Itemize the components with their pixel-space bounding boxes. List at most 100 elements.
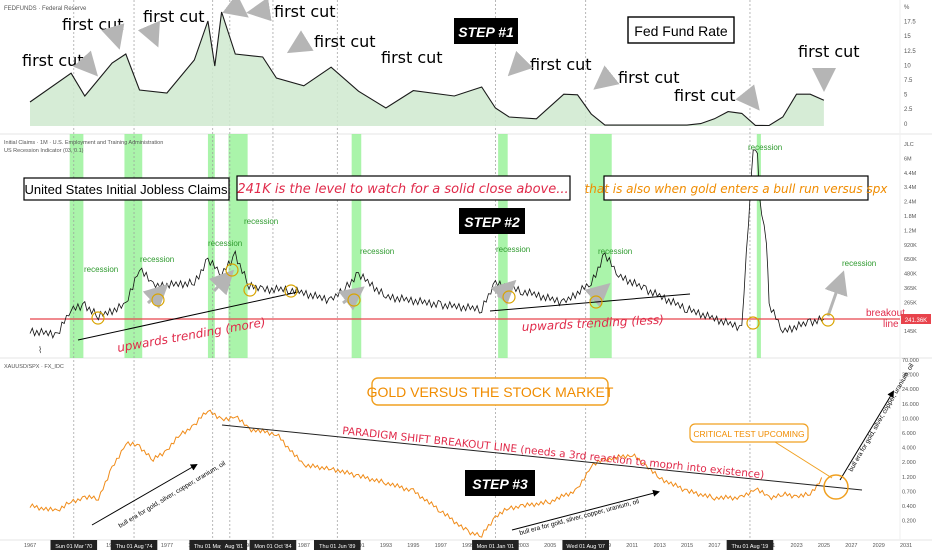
- recession-indicator-label: US Recession Indicator (03, 0.1): [4, 148, 84, 154]
- claims-y-ticks: JLC 6M 4.4M 3.4M 2.4M 1.8M 1.2M 920K 650K 480K 365…: [904, 142, 917, 335]
- claims-y-tick: 1.8M: [904, 214, 917, 220]
- gold-y-ticks: 70.000 38.000 24.000 16.000 10.000 6.000 4.000…: [902, 358, 919, 525]
- claims-y-tick: JLC: [904, 142, 914, 148]
- step1-label: STEP #1: [458, 24, 514, 40]
- gold-y-tick: 10.000: [902, 416, 919, 422]
- recession-arrow: [584, 283, 611, 308]
- gold-title-box: [371, 377, 609, 406]
- first-cut-label: first cut: [274, 2, 336, 21]
- x-axis-year: 1987: [298, 543, 310, 549]
- fed-title: Fed Fund Rate: [634, 23, 728, 39]
- x-axis-year: 2003: [517, 543, 529, 549]
- recession-arrow: [490, 279, 517, 306]
- x-axis-year: 2005: [544, 543, 556, 549]
- claims-title-box: [23, 177, 230, 201]
- highlight-circle: [225, 263, 239, 277]
- cut-date-text: Thu 01 May '80: [194, 544, 232, 550]
- x-axis-year: 1983: [243, 543, 255, 549]
- recession-label: recession: [208, 239, 242, 248]
- first-cut-label: first cut: [143, 7, 205, 26]
- trend-more-line: [77, 291, 299, 341]
- highlight-circle: [243, 283, 257, 297]
- first-cut-label: first cut: [381, 48, 443, 67]
- recession-arrow: [824, 270, 848, 317]
- first-cut-arrow: [101, 23, 125, 50]
- fed-title-box: [627, 16, 735, 44]
- fed-y-tick: 5: [904, 93, 908, 99]
- first-cut-label: first cut: [798, 42, 860, 61]
- x-axis: 1967197119731975197719791981198319851987…: [24, 540, 912, 550]
- fed-y-tick: 10: [904, 63, 911, 69]
- highlight-circle: [284, 284, 298, 298]
- level-tag: [901, 314, 931, 324]
- claims-y-tick: 145K: [904, 329, 917, 335]
- fed-series-label: FEDFUNDS · Federal Reserve: [4, 6, 87, 12]
- recession-bar: [498, 134, 508, 358]
- highlight-circle: [746, 316, 760, 330]
- critical-pointer: [774, 441, 833, 479]
- bull-era-arrow-1: [91, 464, 198, 526]
- recession-label: recession: [360, 247, 394, 256]
- cut-date-text: Sun 01 Mar '70: [55, 544, 92, 550]
- highlight-circle: [502, 290, 516, 304]
- cut-date-badge: [249, 540, 297, 550]
- first-cut-label: first cut: [674, 86, 736, 105]
- gold-title: GOLD VERSUS THE STOCK MARKET: [367, 384, 614, 400]
- recession-label: recession: [244, 217, 278, 226]
- first-cut-label: first cut: [618, 68, 680, 87]
- gold-series-label: XAUUSD/SPX · FX_IDC: [4, 364, 64, 370]
- gold-line: [29, 409, 823, 538]
- bull-era-text-1: bull era for gold, silver, copper, urani…: [117, 460, 227, 530]
- x-axis-year: 1995: [407, 543, 419, 549]
- first-cut-label: first cut: [22, 51, 84, 70]
- x-axis-year: 2025: [818, 543, 830, 549]
- x-axis-year: 1993: [380, 543, 392, 549]
- fed-y-tick: %: [904, 5, 910, 11]
- claims-y-tick: 265K: [904, 300, 917, 306]
- recession-arrow: [142, 283, 169, 310]
- cut-date-text: Mon 01 Oct '84: [254, 544, 291, 550]
- first-cut-arrow: [137, 20, 160, 48]
- highlight-circles: [91, 263, 835, 330]
- cut-date-badge: [313, 540, 361, 550]
- claims-y-tick: 650K: [904, 257, 917, 263]
- critical-box: [689, 423, 809, 443]
- breakout-label: breakout: [866, 308, 905, 319]
- cut-date-text: Mon 01 Jan '01: [477, 544, 514, 550]
- first-cut-label: first cut: [314, 32, 376, 51]
- claims-y-tick: 3.4M: [904, 185, 917, 191]
- recession-bar: [124, 134, 143, 358]
- cut-date-text: Aug '81: [225, 544, 243, 550]
- cut-date-badge: [472, 540, 519, 550]
- recession-bar: [351, 134, 362, 358]
- recession-labels: recession recession recession recession rece…: [84, 143, 876, 317]
- step3-label: STEP #3: [472, 476, 528, 492]
- highlight-circle: [151, 293, 165, 307]
- first-cut-arrow: [593, 65, 620, 90]
- first-cut-label: first cut: [62, 15, 124, 34]
- first-cut-arrow: [246, 0, 272, 22]
- level-tag-text: 241.36K: [905, 318, 927, 324]
- x-axis-year: 2023: [791, 543, 803, 549]
- cut-date-badge: [726, 540, 774, 550]
- recession-label: recession: [496, 245, 530, 254]
- gold-y-tick: 0.200: [902, 519, 916, 525]
- first-cut-arrow: [507, 50, 534, 77]
- recession-label: recession: [84, 265, 118, 274]
- cut-date-badge: [50, 540, 98, 550]
- recession-bar: [756, 134, 761, 358]
- cut-date-text: Thu 01 Aug '74: [116, 544, 153, 550]
- step1-box: [454, 18, 518, 44]
- fed-y-ticks: % 17.5 15 12.5 10 7.5 5 2.5 0: [904, 5, 916, 128]
- claims-y-tick: 6M: [904, 156, 912, 162]
- x-axis-year: 2031: [900, 543, 912, 549]
- recession-label: recession: [842, 259, 876, 268]
- fed-y-tick: 12.5: [904, 49, 916, 55]
- critical-circle: [823, 474, 849, 500]
- fed-rate-line: [29, 11, 825, 127]
- critical-text: CRITICAL TEST UPCOMING: [693, 429, 804, 439]
- claims-line: [29, 149, 825, 340]
- fed-y-tick: 17.5: [904, 20, 916, 26]
- fed-y-tick: 7.5: [904, 78, 913, 84]
